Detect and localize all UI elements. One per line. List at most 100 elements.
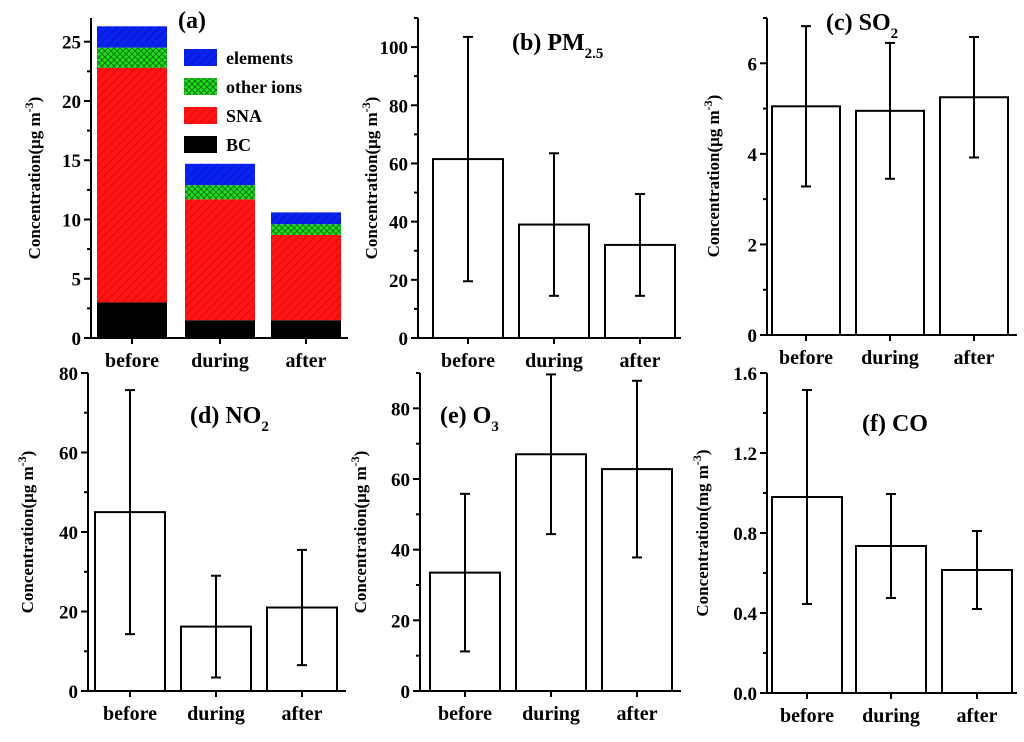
- y-tick-label: 80: [391, 399, 410, 420]
- y-axis-label-text: Concentration(: [362, 149, 381, 260]
- bar-elements-before: [97, 26, 167, 48]
- y-axis-label-unit: μg m: [351, 466, 370, 503]
- y-tick-label: 0: [72, 329, 82, 350]
- y-axis-label-unit: mg m: [693, 465, 712, 506]
- y-axis-label-close: ): [351, 451, 370, 457]
- legend-swatch-SNA: [184, 107, 217, 124]
- panel-title: (c) SO2: [826, 10, 898, 42]
- y-axis-label-text: Concentration(: [704, 147, 723, 258]
- y-tick-label: 5: [72, 270, 82, 291]
- y-axis-label-text: Concentration(: [351, 503, 370, 614]
- panel-title-sub: 2: [261, 419, 269, 435]
- y-axis-label-unit: μg m: [362, 112, 381, 149]
- bar-SNA-before: [97, 67, 167, 303]
- x-tick-label: after: [619, 350, 660, 372]
- legend-swatch-elements: [184, 49, 217, 66]
- panel-title-main: (b) PM: [512, 30, 585, 56]
- x-tick-label: during: [522, 703, 580, 725]
- panel-title: (d) NO2: [190, 403, 269, 435]
- x-tick-label: after: [956, 705, 997, 727]
- x-tick-label: after: [285, 350, 326, 372]
- y-axis-label: Concentration(μg m-3): [359, 97, 381, 260]
- bar-other-ions-before: [97, 47, 167, 68]
- panel-title-sub: 2: [891, 26, 899, 42]
- y-tick-label: 80: [389, 96, 408, 117]
- x-tick-label: before: [441, 350, 495, 372]
- bar-BC-before: [97, 302, 167, 338]
- y-tick-label: 0.4: [733, 604, 757, 625]
- y-tick-label: 20: [62, 92, 81, 113]
- legend-label: elements: [226, 48, 293, 68]
- panel-c: 0 2 4 6 before during after Concentration(μg m-…: [701, 10, 1017, 369]
- legend-swatch-BC: [184, 136, 217, 153]
- y-tick-label: 80: [59, 364, 78, 385]
- y-axis-label-text: Concentration(: [693, 506, 712, 617]
- y-tick-label: 25: [62, 33, 81, 54]
- x-tick-label: after: [616, 703, 657, 725]
- panel-title-main: (f) CO: [862, 411, 928, 437]
- panel-title-sub: 3: [491, 419, 499, 435]
- y-tick-label: 100: [380, 38, 409, 59]
- bar-elements-after: [271, 212, 341, 225]
- y-axis-label: Concentration(μg m-3): [348, 451, 370, 614]
- y-tick-label: 20: [59, 603, 78, 624]
- y-tick-label: 0: [399, 329, 409, 350]
- panel-f: 0.0 0.4 0.8 1.2 1.6 before during after Concentr…: [690, 364, 1017, 727]
- x-tick-label: before: [438, 703, 492, 725]
- y-axis-label-close: ): [362, 97, 381, 103]
- y-tick-label: 10: [62, 210, 81, 231]
- y-tick-label: 0: [69, 682, 79, 703]
- y-tick-label: 40: [391, 541, 410, 562]
- x-tick-label: during: [862, 705, 920, 727]
- y-axis-label-close: ): [18, 451, 37, 457]
- panel-d: 0 20 40 60 80 before during after Concentration(…: [15, 364, 346, 725]
- x-tick-label: after: [281, 703, 322, 725]
- panel-title-main: (d) NO: [190, 403, 261, 429]
- y-tick-label: 0: [401, 682, 411, 703]
- y-tick-label: 0: [748, 326, 758, 347]
- y-axis-label-unit: μg m: [25, 112, 44, 149]
- y-axis-label-text: Concentration(: [25, 149, 44, 260]
- panel-title: (b) PM2.5: [512, 30, 603, 62]
- x-tick-label: during: [191, 350, 249, 372]
- y-axis-label: Concentration(μg m-3): [701, 95, 723, 258]
- y-tick-label: 6: [748, 54, 758, 75]
- x-tick-label: during: [187, 703, 245, 725]
- bar-other-ions-after: [271, 224, 341, 235]
- y-axis-label-sup: -3: [359, 102, 373, 112]
- y-axis-label-sup: -3: [22, 102, 36, 112]
- y-tick-label: 0.0: [733, 684, 757, 705]
- panel-title: (f) CO: [862, 411, 928, 437]
- panel-title-main: (c) SO: [826, 10, 891, 36]
- legend-label: other ions: [226, 77, 302, 97]
- panel-title: (a): [178, 8, 206, 34]
- bar-SNA-after: [271, 234, 341, 321]
- y-tick-label: 60: [59, 444, 78, 465]
- bar-BC-during: [185, 320, 255, 338]
- y-tick-label: 0.8: [733, 524, 757, 545]
- y-axis-label-close: ): [704, 95, 723, 101]
- legend-swatch-other-ions: [184, 78, 217, 95]
- y-axis-label: Concentration(mg m-3): [690, 449, 712, 616]
- y-axis-label-sup: -3: [701, 100, 715, 110]
- y-axis-label: Concentration(μg m-3): [15, 451, 37, 614]
- y-axis-label-unit: μg m: [704, 110, 723, 147]
- y-axis-label-close: ): [693, 449, 712, 455]
- y-tick-label: 60: [391, 470, 410, 491]
- y-tick-label: 1.2: [733, 444, 757, 465]
- panel-title: (e) O3: [440, 403, 499, 435]
- panel-a: 0 5 10 15 20 25 before during after Concentration…: [22, 8, 348, 372]
- y-axis-label-unit: μg m: [18, 466, 37, 503]
- x-tick-label: before: [779, 347, 833, 369]
- y-tick-label: 40: [389, 213, 408, 234]
- y-tick-label: 15: [62, 151, 81, 172]
- bar-SNA-during: [185, 199, 255, 321]
- y-tick-label: 1.6: [733, 364, 757, 385]
- y-axis-label-close: ): [25, 97, 44, 103]
- panel-title-main: (e) O: [440, 403, 491, 429]
- x-tick-label: before: [105, 350, 159, 372]
- panel-title-sub: 2.5: [585, 46, 604, 62]
- bar-other-ions-during: [185, 185, 255, 200]
- legend-label: SNA: [226, 106, 262, 126]
